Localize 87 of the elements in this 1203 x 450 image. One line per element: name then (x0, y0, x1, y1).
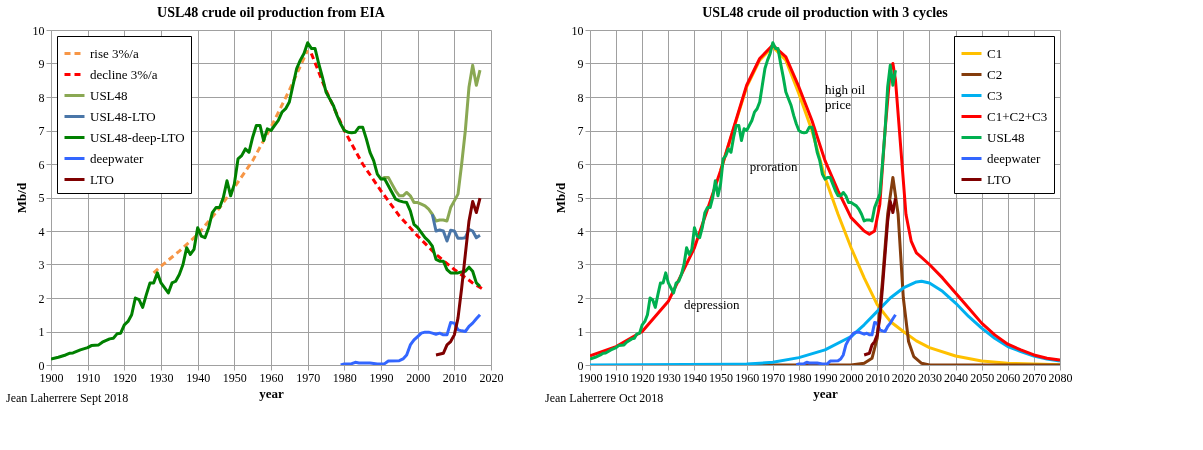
line-series (51, 41, 482, 361)
x-tick-label: 1970 (761, 370, 786, 385)
annotation: high oil price (825, 82, 866, 113)
legend-label: LTO (90, 171, 114, 187)
x-tick-label: 1940 (682, 370, 707, 385)
legend-label: USL48 (90, 87, 128, 103)
annotation: proration (749, 159, 798, 175)
x-tick-label: 1900 (39, 370, 64, 385)
x-tick-label: 1990 (813, 370, 838, 385)
y-tick-label: 0 (577, 358, 584, 373)
y-tick-label: 3 (577, 258, 584, 272)
x-tick-label: 2020 (891, 370, 916, 385)
y-tick-label: 4 (38, 224, 45, 239)
legend-label: decline 3%/a (90, 66, 158, 82)
chart-title: USL48 crude oil production from EIA (157, 5, 386, 20)
x-tick-label: 2010 (865, 370, 890, 385)
x-tick-label: 2000 (839, 370, 864, 385)
x-tick-label: 1990 (369, 370, 394, 385)
x-tick-label: 2040 (944, 370, 969, 385)
y-tick-label: 0 (38, 358, 45, 373)
x-tick-label: 1960 (259, 370, 284, 385)
legend-label: rise 3%/a (90, 45, 139, 61)
legend-label: C2 (987, 66, 1003, 82)
legend-label: C3 (987, 87, 1003, 103)
x-tick-label: 1930 (656, 370, 681, 385)
legend-label: LTO (987, 171, 1011, 187)
y-tick-label: 10 (32, 23, 45, 38)
legend-label: C1 (987, 45, 1003, 61)
x-tick-label: 1950 (709, 370, 734, 385)
y-tick-label: 8 (577, 90, 584, 105)
legend-label: USL48-deep-LTO (90, 129, 185, 145)
y-tick-label: 4 (577, 224, 584, 239)
legend-label: deepwater (90, 150, 145, 166)
legend-label: deepwater (987, 150, 1042, 166)
y-tick-label: 7 (38, 124, 45, 138)
line-series (590, 41, 897, 361)
y-tick-label: 2 (577, 291, 584, 306)
text: Jean Laherrere Oct 2018 (545, 391, 664, 405)
x-tick-label: 2030 (917, 370, 942, 385)
chart-title: USL48 crude oil production with 3 cycles (702, 5, 949, 20)
y-tick-label: 9 (577, 57, 584, 71)
x-axis-title: year (813, 385, 838, 401)
x-tick-label: 1980 (332, 370, 357, 385)
y-tick-label: 1 (577, 325, 584, 339)
line-series (339, 313, 482, 365)
x-tick-label: 1960 (735, 370, 760, 385)
text: Jean Laherrere Sept 2018 (6, 391, 129, 405)
x-tick-label: 1950 (222, 370, 247, 385)
y-tick-label: 5 (38, 191, 45, 205)
legend-label: USL48-LTO (90, 108, 156, 124)
x-tick-label: 1930 (149, 370, 174, 385)
x-tick-label: 2050 (970, 370, 995, 385)
x-tick-label: 2000 (406, 370, 431, 385)
line-series (430, 212, 482, 243)
line-series (379, 63, 482, 223)
legend-label: C1+C2+C3 (987, 108, 1048, 124)
line-series (862, 196, 897, 357)
x-tick-label: 1970 (296, 370, 321, 385)
x-tick-label: 1920 (630, 370, 655, 385)
x-tick-label: 1920 (112, 370, 137, 385)
x-tick-label: 1900 (578, 370, 603, 385)
x-tick-label: 2010 (442, 370, 467, 385)
annotation: depression (684, 296, 741, 312)
line-series (434, 196, 482, 357)
x-axis-title: year (259, 385, 284, 401)
y-tick-label: 7 (577, 124, 584, 138)
y-tick-label: 5 (577, 191, 584, 205)
legend-label: USL48 (987, 129, 1025, 145)
y-tick-label: 3 (38, 258, 45, 272)
y-tick-label: 2 (38, 291, 45, 306)
x-tick-label: 1980 (787, 370, 812, 385)
x-tick-label: 1910 (76, 370, 101, 385)
x-tick-label: 1940 (186, 370, 211, 385)
y-axis-title: Mb/d (13, 182, 29, 214)
y-tick-label: 6 (38, 157, 45, 172)
y-tick-label: 8 (38, 90, 45, 105)
line-series (794, 313, 897, 365)
y-tick-label: 9 (38, 57, 45, 71)
y-axis-title: Mb/d (552, 182, 568, 214)
x-tick-label: 2070 (1022, 370, 1047, 385)
y-tick-label: 10 (571, 23, 584, 38)
x-tick-label: 2080 (1048, 370, 1073, 385)
x-tick-label: 2020 (479, 370, 504, 385)
x-tick-label: 2060 (996, 370, 1021, 385)
x-tick-label: 1910 (604, 370, 629, 385)
y-tick-label: 1 (38, 325, 45, 339)
y-tick-label: 6 (577, 157, 584, 172)
